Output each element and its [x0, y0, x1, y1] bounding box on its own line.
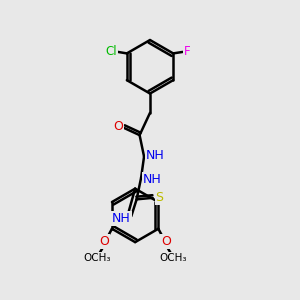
Text: F: F — [184, 45, 191, 58]
Text: S: S — [155, 191, 164, 204]
Text: OCH₃: OCH₃ — [83, 253, 111, 263]
Text: O: O — [100, 235, 110, 248]
Text: NH: NH — [143, 173, 162, 186]
Text: NH: NH — [146, 148, 165, 162]
Text: O: O — [161, 235, 171, 248]
Text: Cl: Cl — [106, 45, 117, 58]
Text: O: O — [113, 120, 123, 133]
Text: OCH₃: OCH₃ — [159, 253, 187, 263]
Text: NH: NH — [112, 212, 130, 225]
